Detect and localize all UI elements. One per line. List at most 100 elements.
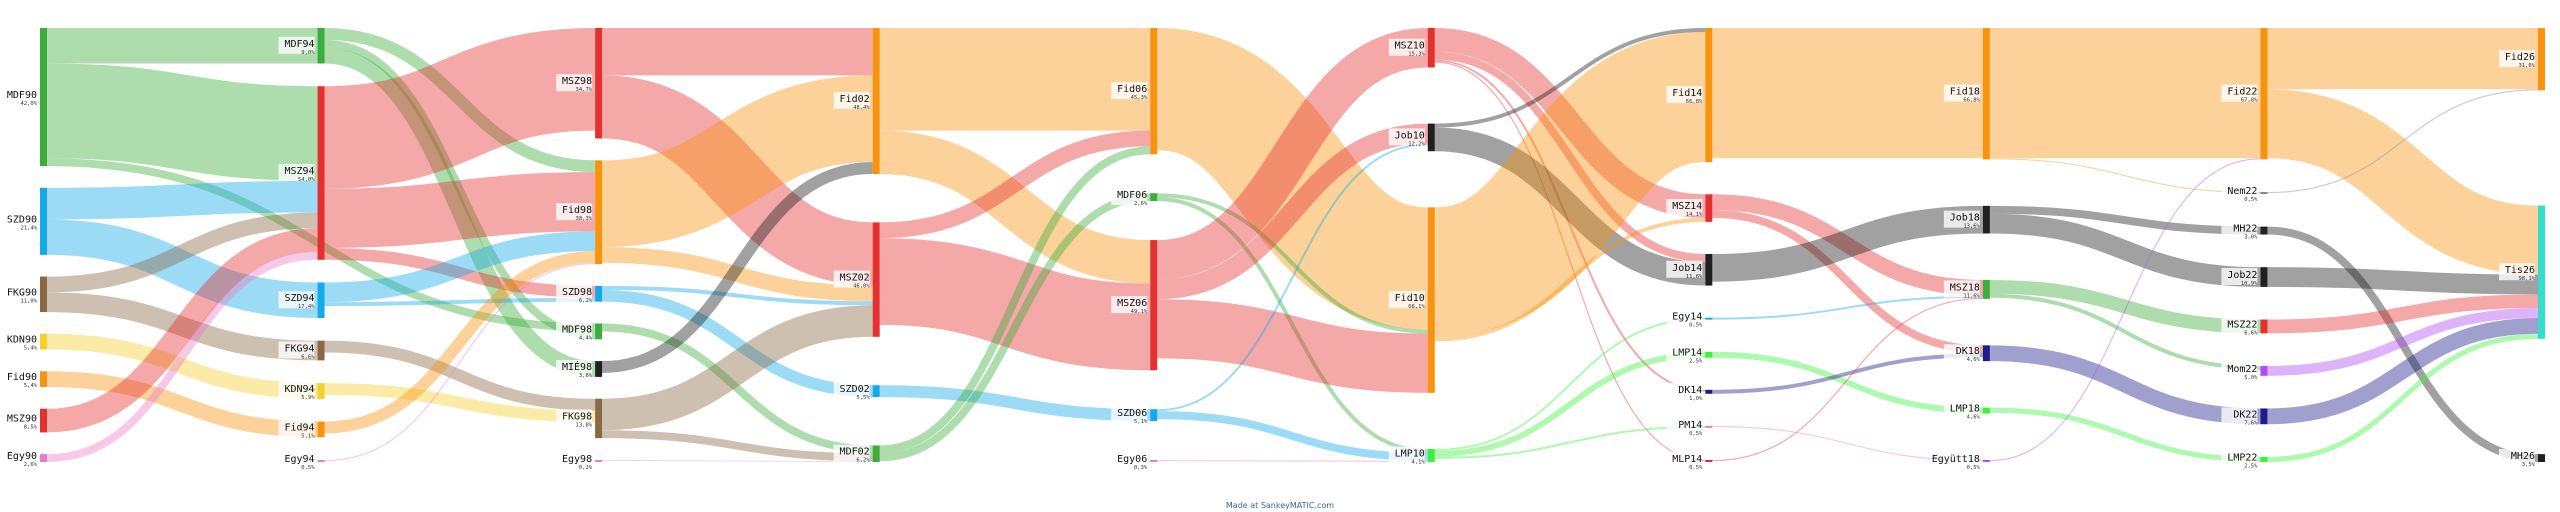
node-label-bg bbox=[1111, 82, 1148, 100]
node-value: 31,6% bbox=[2518, 63, 2535, 69]
flow-link-LMP10-PM14 bbox=[1434, 425, 1706, 459]
node-value: 5,0% bbox=[2244, 375, 2258, 381]
node-label-bg bbox=[556, 284, 593, 302]
node-label: MSZ02 bbox=[840, 273, 870, 284]
node-label: MSZ90 bbox=[7, 414, 37, 425]
node-value: 3,5% bbox=[2522, 462, 2536, 468]
flow-link-FKG90-FKG94 bbox=[46, 292, 318, 361]
node-Fid06 bbox=[1150, 28, 1158, 155]
flow-link-SZD02-SZD06 bbox=[879, 385, 1151, 422]
node-DK18 bbox=[1982, 345, 1990, 362]
node-Nem22 bbox=[2260, 192, 2268, 195]
node-label: SZD98 bbox=[562, 287, 592, 298]
node-value: 3,6% bbox=[579, 373, 593, 379]
node-label-bg bbox=[1666, 382, 1703, 400]
node-label-bg bbox=[1943, 452, 1980, 469]
node-label-bg bbox=[833, 91, 870, 109]
flow-link-FKG98-MDF02 bbox=[602, 430, 873, 462]
node-label: KDN94 bbox=[284, 384, 314, 395]
node-value: 17,4% bbox=[298, 304, 315, 310]
node-label: MDF90 bbox=[7, 90, 37, 101]
node-label-bg bbox=[1943, 210, 1980, 228]
node-value: 5,4% bbox=[24, 383, 38, 389]
flow-link-MDF06-LMP10 bbox=[1157, 197, 1428, 453]
node-Mom22 bbox=[2260, 365, 2268, 376]
node-Fid14 bbox=[1705, 28, 1713, 163]
flow-link-MDF94-MDF98 bbox=[324, 39, 596, 340]
flow-link-MDF02-Fid06 bbox=[879, 146, 1151, 454]
node-value: 34,7% bbox=[576, 87, 593, 93]
node-value: 13,6% bbox=[1963, 224, 1980, 230]
node-MH26 bbox=[2538, 454, 2545, 462]
node-value: 6,2% bbox=[856, 458, 870, 464]
node-label: Job14 bbox=[1672, 263, 1702, 274]
flow-link-MDF90-MSZ94 bbox=[46, 63, 318, 181]
node-label: Fid14 bbox=[1672, 88, 1702, 99]
flow-link-Fid22-Tis26 bbox=[2266, 89, 2540, 275]
node-Job10 bbox=[1427, 123, 1435, 152]
node-label: MSZ22 bbox=[2227, 319, 2257, 330]
node-SZD98 bbox=[595, 285, 603, 302]
node-label-bg bbox=[1666, 345, 1703, 363]
flow-link-MSZ90-MSZ94 bbox=[46, 228, 318, 433]
node-value: 2,6% bbox=[24, 462, 38, 468]
flow-link-MSZ94-SZD98 bbox=[324, 247, 596, 298]
node-MDF94 bbox=[317, 28, 325, 64]
node-label: MSZ10 bbox=[1395, 41, 1425, 52]
node-label: Egy94 bbox=[284, 454, 314, 465]
node-label-bg bbox=[833, 382, 870, 400]
node-label: MSZ98 bbox=[562, 76, 592, 87]
node-label: Egy98 bbox=[562, 454, 592, 465]
sankey-links bbox=[46, 27, 2540, 463]
node-label: MDF98 bbox=[562, 324, 592, 335]
node-label-bg bbox=[556, 322, 593, 340]
node-label: MIÉ98 bbox=[562, 360, 592, 373]
node-label: Fid98 bbox=[562, 205, 592, 216]
node-label-bg bbox=[1, 370, 37, 388]
node-MDF06 bbox=[1150, 193, 1158, 202]
node-label: MH26 bbox=[2511, 451, 2535, 462]
flow-link-MDF94-MIE98 bbox=[324, 47, 596, 377]
node-label-bg bbox=[1, 88, 37, 106]
flow-link-LMP18-LMP22 bbox=[1989, 407, 2261, 462]
node-label: LMP22 bbox=[2227, 452, 2257, 463]
node-label: SZD06 bbox=[1117, 408, 1147, 419]
node-label: MSZ14 bbox=[1672, 201, 1702, 212]
node-label: MSZ94 bbox=[284, 166, 314, 177]
node-value: 0,5% bbox=[1967, 465, 1981, 471]
node-label: Fid18 bbox=[1950, 87, 1980, 98]
node-value: 42,0% bbox=[20, 101, 37, 107]
node-Fid98 bbox=[595, 160, 603, 265]
flow-link-DK18-DK22 bbox=[1989, 345, 2261, 425]
node-value: 15,3% bbox=[1408, 52, 1425, 58]
node-value: 5,4% bbox=[24, 346, 38, 352]
node-value: 12,2% bbox=[1408, 141, 1425, 147]
flow-link-Egyut18-Fid22 bbox=[1989, 158, 2261, 462]
node-label: Fid94 bbox=[284, 422, 314, 433]
node-value: 6,2% bbox=[579, 298, 593, 304]
node-label-bg bbox=[1943, 280, 1980, 298]
node-value: 11,6% bbox=[1686, 274, 1703, 280]
node-label-bg bbox=[1943, 344, 1980, 362]
node-Fid22 bbox=[2260, 28, 2268, 160]
node-label-bg bbox=[278, 452, 315, 469]
node-label: MDF06 bbox=[1117, 190, 1147, 201]
flow-link-LMP14-LMP18 bbox=[1712, 351, 1983, 414]
node-Job18 bbox=[1982, 205, 1990, 234]
node-label: Egy06 bbox=[1117, 454, 1147, 465]
node-label: Egy90 bbox=[7, 451, 37, 462]
node-SZD02 bbox=[872, 385, 880, 398]
node-label-bg bbox=[2221, 221, 2258, 239]
node-label-bg bbox=[2499, 449, 2535, 467]
flow-link-MSZ02-Fid06 bbox=[879, 130, 1151, 239]
node-value: 3,0% bbox=[2244, 235, 2258, 241]
node-label-bg bbox=[2221, 268, 2258, 286]
flow-link-KDN90-KDN94 bbox=[46, 333, 318, 399]
node-Egy06 bbox=[1150, 460, 1158, 462]
node-MH22 bbox=[2260, 226, 2268, 235]
node-LMP10 bbox=[1427, 448, 1435, 462]
flow-link-MSZ10-Job14 bbox=[1434, 51, 1706, 262]
node-label-bg bbox=[1, 212, 37, 230]
node-label-bg bbox=[1388, 128, 1425, 146]
node-label-bg bbox=[278, 381, 315, 399]
